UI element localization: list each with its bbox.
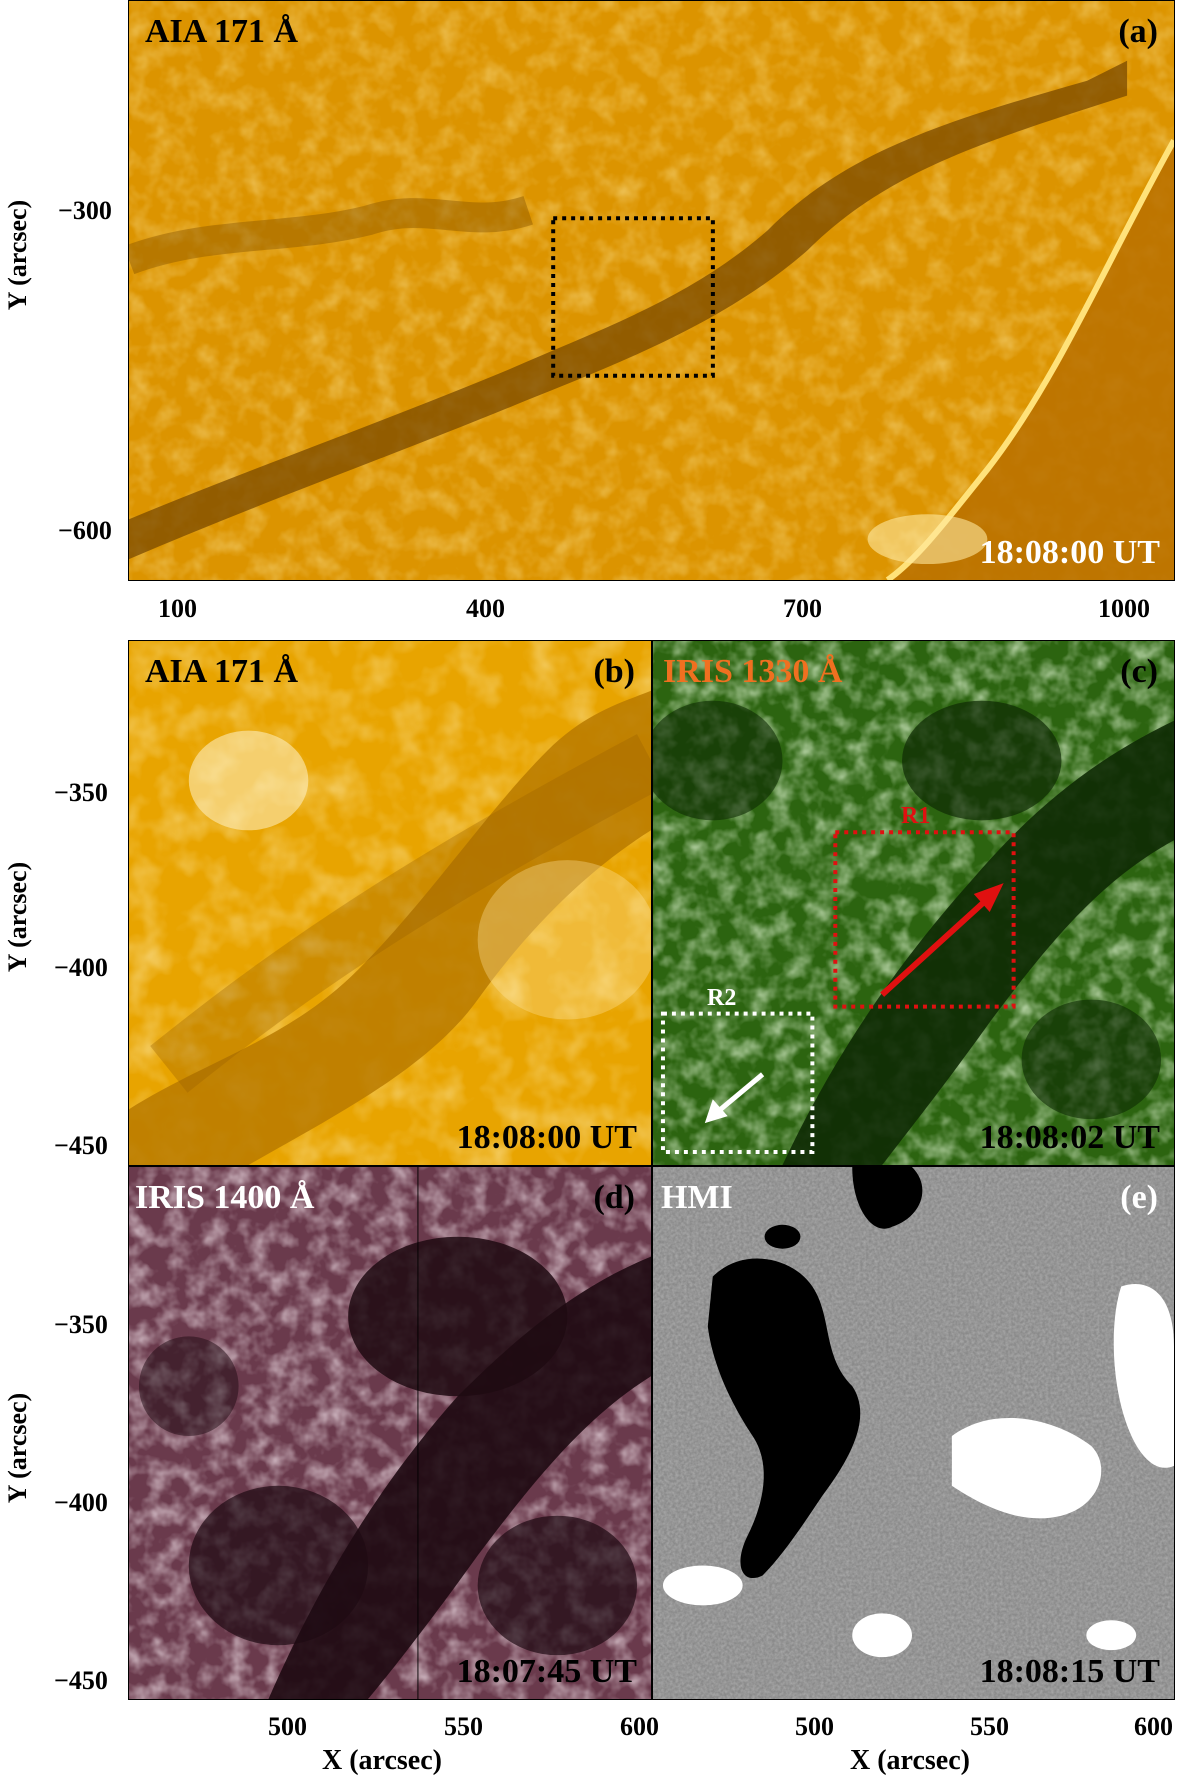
panel-a-instrument-label: AIA 171 Å	[145, 13, 299, 50]
top-x-tick: 700	[783, 594, 822, 623]
panel-a-timestamp: 18:08:00 UT	[979, 534, 1160, 571]
x-axis-label-left: X (arcsec)	[322, 1745, 442, 1776]
panel-e-instrument-label: HMI	[661, 1179, 733, 1216]
bot-y-tick: −450	[54, 1666, 108, 1695]
panel-d-iris1400: IRIS 1400 Å (d) 18:07:45 UT	[128, 1166, 652, 1700]
top-y-tick: −600	[58, 516, 112, 545]
panel-b-letter: (b)	[593, 653, 635, 690]
panel-d-image	[129, 1167, 651, 1699]
panel-e-letter: (e)	[1120, 1179, 1158, 1216]
panel-e-image	[653, 1167, 1174, 1699]
mid-y-tick: −450	[54, 1131, 108, 1160]
panel-a-letter: (a)	[1118, 13, 1158, 50]
mid-y-axis-label: Y (arcsec)	[3, 861, 32, 973]
panel-b-aia171-zoom: AIA 171 Å (b) 18:08:00 UT	[128, 640, 652, 1166]
bot-y-axis-label: Y (arcsec)	[3, 1392, 32, 1504]
panel-c-image	[653, 641, 1174, 1165]
top-x-tick: 1000	[1098, 594, 1150, 623]
region-r1-label: R1	[901, 803, 931, 829]
panel-e-hmi: HMI (e) 18:08:15 UT	[652, 1166, 1175, 1700]
bot-y-tick: −350	[54, 1310, 108, 1339]
panel-c-timestamp: 18:08:02 UT	[979, 1119, 1160, 1156]
bot-x-tick-left: 550	[444, 1712, 483, 1741]
mid-y-tick: −400	[54, 953, 108, 982]
bot-y-tick: −400	[54, 1488, 108, 1517]
top-x-tick: 400	[466, 594, 505, 623]
panel-a-aia171-fullview: AIA 171 Å (a) 18:08:00 UT	[128, 0, 1175, 581]
bot-x-tick-left: 600	[620, 1712, 659, 1741]
top-y-tick: −300	[58, 196, 112, 225]
top-y-axis-label: Y (arcsec)	[3, 199, 32, 311]
bot-x-tick-right: 600	[1134, 1712, 1173, 1741]
region-r2-label: R2	[707, 985, 737, 1011]
bot-x-tick-right: 500	[795, 1712, 834, 1741]
panel-b-instrument-label: AIA 171 Å	[145, 653, 299, 690]
panel-d-timestamp: 18:07:45 UT	[456, 1653, 637, 1690]
bot-x-tick-right: 550	[970, 1712, 1009, 1741]
top-x-tick: 100	[158, 594, 197, 623]
x-axis-label-right: X (arcsec)	[850, 1745, 970, 1776]
bot-x-tick-left: 500	[268, 1712, 307, 1741]
panel-a-image	[129, 1, 1174, 580]
panel-e-timestamp: 18:08:15 UT	[979, 1653, 1160, 1690]
panel-d-letter: (d)	[593, 1179, 635, 1216]
mid-y-tick: −350	[54, 778, 108, 807]
panel-b-image	[129, 641, 651, 1165]
panel-c-letter: (c)	[1120, 653, 1158, 690]
panel-b-timestamp: 18:08:00 UT	[456, 1119, 637, 1156]
panel-c-instrument-label: IRIS 1330 Å	[663, 653, 843, 690]
panel-d-instrument-label: IRIS 1400 Å	[135, 1179, 315, 1216]
panel-c-iris1330: IRIS 1330 Å (c) 18:08:02 UT R1 R2	[652, 640, 1175, 1166]
